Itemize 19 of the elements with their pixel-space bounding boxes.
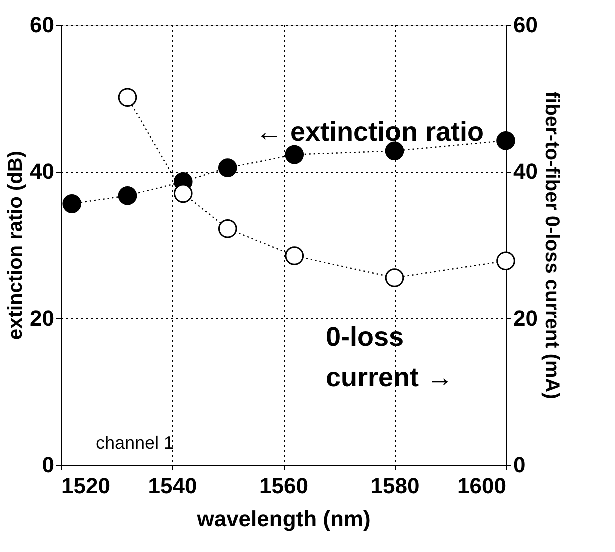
x-tick-label: 1520	[62, 474, 110, 498]
x-tick-label: 1560	[260, 474, 308, 498]
annotation: channel 1	[96, 433, 174, 453]
x-tick-label: 1580	[370, 474, 420, 498]
y2-tick-label: 60	[514, 12, 538, 38]
x-tick-label: 1540	[148, 474, 198, 498]
x-tick-label: 1600	[458, 474, 506, 498]
y-axis-title: extinction ratio (dB)	[5, 151, 28, 340]
y2-axis-title: fiber-to-fiber 0-loss current (mA)	[540, 92, 563, 400]
x-axis-title: wavelength (nm)	[196, 506, 371, 532]
annotation: 0-loss current →	[326, 322, 454, 392]
y2-tick-label: 0	[514, 452, 526, 478]
y-tick-label: 0	[42, 452, 54, 478]
y-tick-label: 20	[30, 306, 54, 331]
y2-tick-label: 20	[514, 306, 538, 331]
y2-tick-label: 40	[514, 159, 538, 184]
y-tick-label: 60	[30, 12, 54, 38]
y-tick-label: 40	[30, 159, 54, 184]
annotation: ← extinction ratio	[256, 117, 484, 147]
